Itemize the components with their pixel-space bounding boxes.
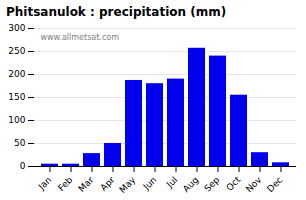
svg-text:Dec: Dec: [265, 175, 284, 194]
svg-text:Aug: Aug: [181, 175, 201, 195]
svg-text:Oct: Oct: [224, 174, 242, 192]
svg-text:Jan: Jan: [36, 175, 54, 193]
svg-text:Nov: Nov: [244, 174, 264, 194]
svg-text:Jul: Jul: [164, 175, 179, 190]
svg-text:Feb: Feb: [56, 175, 75, 194]
svg-text:250: 250: [8, 46, 25, 56]
svg-text:0: 0: [20, 161, 26, 171]
svg-text:www.allmetsat.com: www.allmetsat.com: [41, 33, 120, 42]
svg-text:300: 300: [8, 23, 25, 33]
svg-text:Mar: Mar: [76, 174, 95, 193]
html-text:Phitsanulok : precipitation (m: Phitsanulok : precipitation (mm): [6, 5, 227, 19]
svg-text:Apr: Apr: [98, 175, 116, 193]
svg-text:Jun: Jun: [141, 175, 159, 193]
svg-text:50: 50: [14, 138, 26, 148]
svg-text:200: 200: [8, 69, 25, 79]
svg-text:100: 100: [8, 115, 25, 125]
svg-text:150: 150: [8, 92, 25, 102]
svg-text:Sep: Sep: [202, 175, 221, 194]
svg-text:May: May: [117, 174, 138, 195]
